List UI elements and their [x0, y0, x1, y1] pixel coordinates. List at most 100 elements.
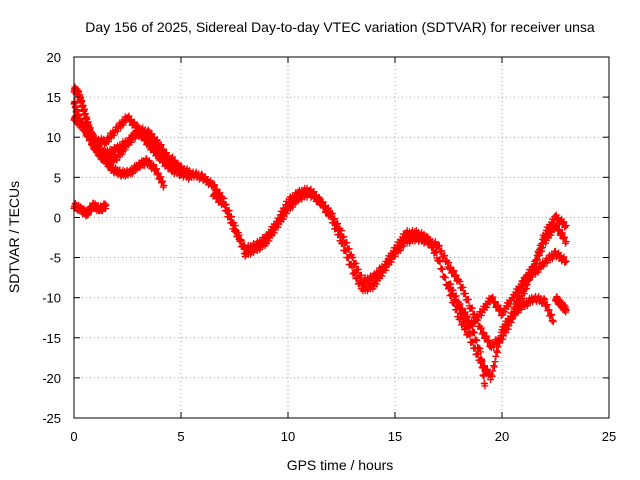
data-point [487, 376, 495, 384]
data-point [221, 200, 229, 208]
data-point [445, 259, 452, 267]
data-point [235, 231, 243, 239]
data-point [211, 189, 219, 197]
data-point [478, 330, 486, 338]
data-point [552, 222, 560, 230]
grid [74, 57, 609, 418]
data-point [516, 286, 524, 294]
x-tick-label: 5 [177, 429, 184, 444]
y-tick-label: -10 [42, 291, 61, 306]
data-point [328, 209, 336, 217]
data-point [463, 317, 471, 325]
data-point [144, 126, 152, 134]
data-point [477, 311, 485, 319]
data-point [487, 371, 495, 379]
data-point [388, 253, 396, 261]
data-point [310, 188, 318, 196]
x-tick-label: 10 [281, 429, 295, 444]
data-point [232, 226, 240, 234]
data-point [352, 259, 360, 267]
data-point [162, 149, 170, 157]
data-point [490, 299, 498, 307]
series-5 [70, 199, 110, 220]
data-point [562, 238, 570, 246]
data-point [485, 336, 493, 344]
data-point [266, 232, 274, 240]
data-point [446, 264, 454, 272]
data-point [345, 245, 353, 253]
data-point [491, 358, 499, 366]
data-point [490, 362, 498, 370]
data-point [422, 232, 430, 240]
data-point [483, 365, 491, 373]
data-point [494, 301, 502, 309]
data-point [468, 304, 476, 312]
data-point [494, 343, 502, 351]
data-point [357, 271, 365, 279]
data-point [505, 318, 513, 326]
data-point [520, 290, 528, 298]
data-point [427, 238, 435, 246]
data-point [461, 289, 469, 297]
data-point [140, 136, 148, 144]
x-axis-label: GPS time / hours [287, 457, 394, 473]
data-point [160, 181, 168, 189]
data-point [185, 167, 193, 175]
x-tick-label: 0 [70, 429, 77, 444]
data-point [153, 150, 161, 158]
data-point [156, 141, 164, 149]
data-point [102, 201, 110, 209]
data-point [159, 177, 167, 185]
y-tick-label: 15 [47, 90, 61, 105]
data-point [226, 212, 234, 220]
data-point [479, 364, 487, 372]
data-point [383, 261, 391, 269]
data-point [464, 316, 472, 324]
data-point [464, 295, 472, 303]
data-point [148, 130, 156, 138]
data-point [451, 272, 459, 280]
data-point [545, 306, 553, 314]
data-point [495, 338, 503, 346]
data-point [334, 219, 342, 227]
data-point [159, 145, 167, 153]
data-point [514, 297, 522, 305]
data-point [438, 265, 446, 273]
data-point [460, 314, 468, 322]
data-point [455, 305, 463, 313]
data-point [538, 299, 546, 307]
data-point [429, 243, 437, 251]
data-point [141, 136, 149, 144]
y-axis-label: SDTVAR / TECUs [6, 181, 22, 293]
data-point [452, 271, 460, 279]
data-point [466, 332, 474, 340]
data-point [549, 318, 557, 326]
data-point [457, 310, 465, 318]
chart-title: Day 156 of 2025, Sidereal Day-to-day VTE… [85, 19, 595, 35]
data-point [432, 248, 440, 256]
y-tick-label: 10 [47, 130, 61, 145]
data-point [139, 131, 147, 139]
data-point [555, 226, 563, 234]
data-point [483, 366, 491, 374]
data-point [562, 258, 570, 266]
data-point [272, 221, 280, 229]
data-point [135, 128, 143, 136]
data-point [480, 372, 488, 380]
data-point [450, 267, 458, 275]
data-point [445, 265, 453, 273]
data-point [133, 122, 141, 130]
data-point [451, 273, 459, 281]
series-3 [70, 112, 168, 191]
data-point [397, 239, 405, 247]
data-point [493, 348, 501, 356]
data-point [209, 182, 217, 190]
data-point [315, 195, 323, 203]
data-point [237, 236, 245, 244]
x-tick-label: 20 [495, 429, 509, 444]
data-point [562, 221, 570, 229]
data-markers [70, 83, 570, 390]
data-point [557, 230, 565, 238]
data-point [324, 205, 332, 213]
series-9 [445, 247, 570, 332]
